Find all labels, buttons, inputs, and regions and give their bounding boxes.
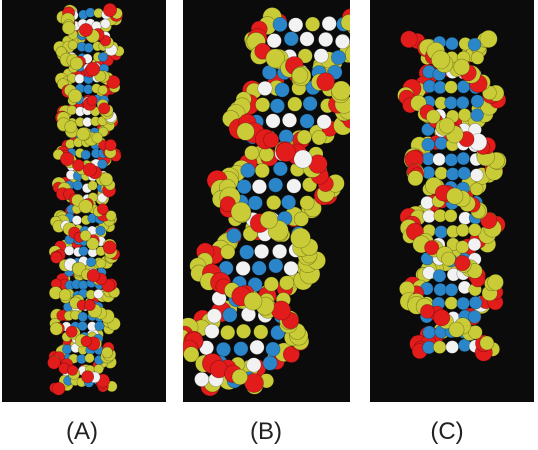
dna-model-panel-c	[370, 0, 534, 402]
panel-label-b: (B)	[250, 418, 282, 445]
panel-label-c: (C)	[430, 418, 464, 445]
dna-spacefill-model-b	[183, 7, 350, 397]
dna-model-panel-a	[2, 0, 166, 402]
dna-spacefill-model-a	[47, 3, 125, 396]
dna-spacefill-model-c	[397, 29, 507, 362]
panel-label-a: (A)	[66, 418, 98, 445]
dna-model-panel-b	[183, 0, 350, 402]
